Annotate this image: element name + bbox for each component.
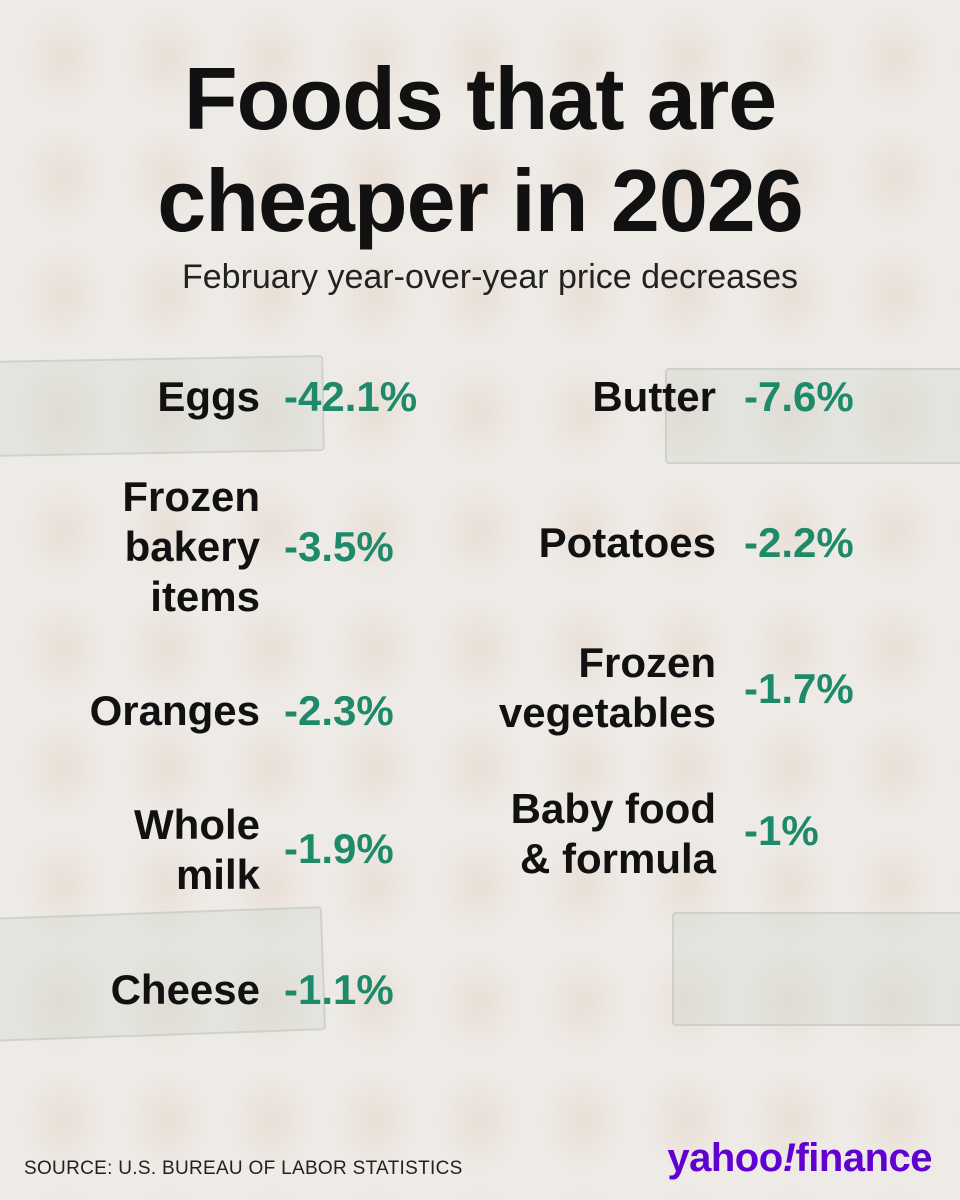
source-note: SOURCE: U.S. BUREAU OF LABOR STATISTICS xyxy=(24,1158,463,1179)
page-title: Foods that are cheaper in 2026 xyxy=(0,48,960,252)
yahoo-finance-logo: yahoo!finance xyxy=(667,1136,932,1181)
item-value: -2.3% xyxy=(284,687,394,734)
subtitle: February year-over-year price decreases xyxy=(181,258,799,296)
item-name: Frozen bakery items xyxy=(122,473,260,620)
item-frozen-bakery: Frozen bakery items -3.5% xyxy=(0,472,393,622)
item-frozen-vegetables: Frozen vegetables -1.7% xyxy=(440,638,854,738)
logo-yahoo-text: yahoo xyxy=(667,1136,783,1180)
logo-finance-text: finance xyxy=(795,1136,932,1180)
item-value: -2.2% xyxy=(744,519,854,566)
item-value: -1% xyxy=(744,807,819,854)
item-whole-milk: Whole milk -1.9% xyxy=(0,800,394,900)
item-value: -7.6% xyxy=(744,373,854,420)
item-name: Whole milk xyxy=(134,801,260,898)
item-value: -1.1% xyxy=(284,966,394,1013)
item-eggs: Eggs -42.1% xyxy=(0,372,417,432)
item-value: -1.7% xyxy=(744,665,854,712)
item-name: Oranges xyxy=(89,687,260,734)
item-name: Baby food & formula xyxy=(510,785,716,882)
item-name: Butter xyxy=(592,373,716,420)
item-value: -42.1% xyxy=(284,373,418,420)
item-butter: Butter -7.6% xyxy=(440,372,853,432)
title-line-2: cheaper in 2026 xyxy=(157,151,803,250)
item-name: Potatoes xyxy=(538,519,716,566)
logo-bang-text: ! xyxy=(782,1136,796,1180)
item-name: Cheese xyxy=(110,966,260,1013)
item-oranges: Oranges -2.3% xyxy=(0,686,394,746)
carton-label-right-bottom xyxy=(672,912,960,1026)
item-baby-food: Baby food & formula -1% xyxy=(440,784,819,884)
carton-label-right-top xyxy=(665,368,960,464)
item-value: -1.9% xyxy=(284,825,394,872)
title-line-1: Foods that are xyxy=(183,49,777,148)
item-cheese: Cheese -1.1% xyxy=(0,965,394,1025)
item-potatoes: Potatoes -2.2% xyxy=(440,518,854,578)
item-name: Eggs xyxy=(157,373,260,420)
item-value: -3.5% xyxy=(284,523,394,570)
item-name: Frozen vegetables xyxy=(498,639,716,736)
